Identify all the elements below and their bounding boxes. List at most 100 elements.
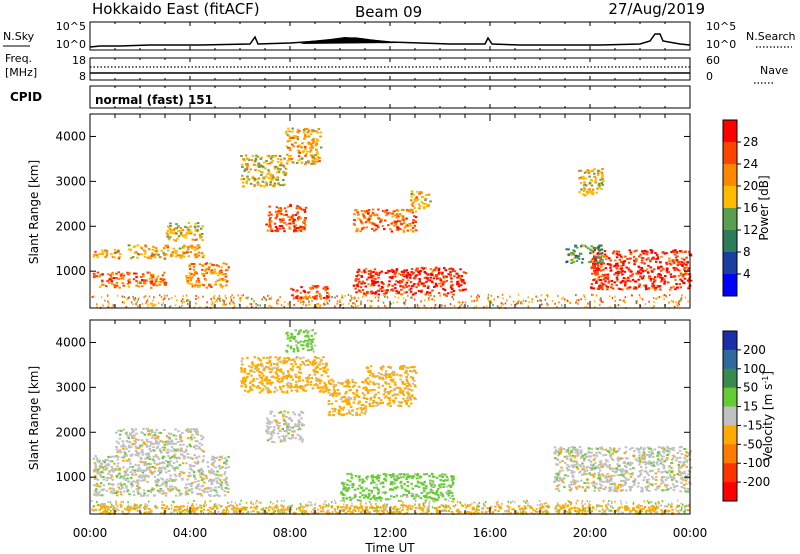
power-region-12 bbox=[578, 168, 605, 197]
velocity-marks bbox=[90, 329, 693, 516]
velocity-colorbar: 200 100 50 15 -15 -50 -100 -200 Velocity [m s-1… bbox=[722, 330, 775, 502]
power-colorbar-swatch bbox=[723, 252, 737, 275]
velocity-ytick-label: 1000 bbox=[55, 470, 86, 484]
velocity-ytick-label: 4000 bbox=[55, 335, 86, 349]
power-ytick-label: 3000 bbox=[55, 174, 86, 188]
velocity-colorbar-label: Velocity [m s-1] bbox=[761, 371, 775, 461]
power-region-2 bbox=[127, 244, 205, 260]
power-region-1 bbox=[92, 248, 122, 260]
power-region-0 bbox=[92, 271, 168, 289]
x-tick-label: 00:00 bbox=[673, 526, 708, 540]
velocity-region-3 bbox=[285, 329, 317, 353]
velocity-colorbar-swatch bbox=[723, 387, 737, 407]
velocity-colorbar-swatch bbox=[723, 425, 737, 445]
velocity-region-2 bbox=[240, 356, 330, 394]
velocity-colorbar-swatch bbox=[723, 482, 737, 502]
x-tick-label: 08:00 bbox=[273, 526, 308, 540]
velocity-region-6 bbox=[365, 364, 418, 408]
date-label: 27/Aug/2019 bbox=[608, 0, 705, 18]
power-colorbar-swatch bbox=[723, 208, 737, 231]
power-ytick-label: 4000 bbox=[55, 129, 86, 143]
velocity-colorbar-tick: -200 bbox=[743, 475, 770, 489]
power-plot-bg bbox=[90, 114, 690, 308]
power-region-3 bbox=[165, 221, 204, 242]
power-region-9 bbox=[352, 266, 468, 296]
power-region-6 bbox=[285, 127, 323, 166]
power-region-4 bbox=[185, 262, 230, 289]
power-xticks bbox=[89, 114, 691, 308]
power-region-14 bbox=[565, 244, 605, 264]
power-panel: 1000 2000 3000 4000 Slant Range [km] bbox=[27, 113, 693, 310]
nsearch-label: N.Search bbox=[746, 30, 796, 43]
x-tick-label: 00:00 bbox=[73, 526, 108, 540]
power-region-11 bbox=[410, 190, 432, 210]
power-colorbar-tick: 28 bbox=[743, 135, 758, 149]
freq-panel: Freq. [MHz] 18 8 60 0 Nave bbox=[5, 52, 788, 84]
power-colorbar-swatch bbox=[723, 186, 737, 209]
velocity-ytick-label: 2000 bbox=[55, 425, 86, 439]
power-ytick-label: 2000 bbox=[55, 219, 86, 233]
velocity-region-4 bbox=[265, 410, 305, 444]
freq-tick-top: 18 bbox=[72, 54, 86, 67]
velocity-region-8 bbox=[553, 445, 693, 493]
freq-tick-bottom: 8 bbox=[79, 70, 86, 83]
power-colorbar-tick: 16 bbox=[743, 201, 758, 215]
nsky-fill bbox=[300, 37, 400, 44]
freq-label-1: Freq. bbox=[5, 52, 32, 65]
velocity-colorbar-swatch bbox=[723, 331, 737, 351]
velocity-region-0 bbox=[92, 454, 230, 497]
velocity-xticks bbox=[89, 320, 691, 514]
power-ytick-label: 1000 bbox=[55, 264, 86, 278]
power-colorbar-swatch bbox=[723, 164, 737, 187]
power-colorbar: 28 24 20 16 12 8 4 Power [dB] bbox=[722, 119, 771, 297]
beam-label: Beam 09 bbox=[355, 3, 422, 21]
nsearch-tick-top: 10^5 bbox=[706, 20, 736, 33]
power-ylabel: Slant Range [km] bbox=[27, 160, 41, 264]
power-region-5 bbox=[240, 154, 288, 188]
power-marks bbox=[91, 127, 693, 310]
velocity-colorbar-swatch bbox=[723, 463, 737, 483]
power-colorbar-tick: 24 bbox=[743, 157, 758, 171]
velocity-colorbar-tick: -100 bbox=[743, 456, 770, 470]
x-tick-label: 20:00 bbox=[573, 526, 608, 540]
velocity-colorbar-swatch bbox=[723, 406, 737, 426]
power-colorbar-tick: 8 bbox=[743, 245, 751, 259]
cpid-program: normal (fast) 151 bbox=[95, 93, 213, 107]
power-colorbar-label: Power [dB] bbox=[757, 175, 771, 240]
cpid-label: CPID bbox=[10, 90, 42, 104]
nsky-trace bbox=[89, 33, 691, 48]
velocity-colorbar-tick: 100 bbox=[743, 362, 766, 376]
velocity-plot-bg bbox=[90, 320, 690, 514]
cpid-panel: CPID normal (fast) 151 bbox=[10, 85, 691, 109]
x-tick-label: 04:00 bbox=[173, 526, 208, 540]
nsky-label: N.Sky bbox=[3, 30, 35, 43]
x-axis-label: Time UT bbox=[364, 541, 415, 554]
power-colorbar-tick: 20 bbox=[743, 179, 758, 193]
freq-label-2: [MHz] bbox=[5, 66, 37, 79]
velocity-colorbar-tick: 50 bbox=[743, 381, 758, 395]
power-yticks: 1000 2000 3000 4000 bbox=[55, 129, 690, 278]
power-colorbar-tick: 4 bbox=[743, 267, 751, 281]
velocity-colorbar-tick: -50 bbox=[743, 437, 763, 451]
power-near-range-speckle bbox=[91, 293, 689, 310]
power-colorbar-swatch bbox=[723, 120, 737, 143]
nsky-tick-bottom: 10^0 bbox=[56, 38, 86, 51]
x-tick-labels: 00:00 04:00 08:00 12:00 16:00 20:00 00:00 bbox=[73, 526, 708, 540]
velocity-colorbar-swatch bbox=[723, 368, 737, 388]
power-colorbar-swatch bbox=[723, 230, 737, 253]
velocity-colorbar-tick: -15 bbox=[743, 418, 763, 432]
nsky-panel: N.Sky 10^5 10^0 10^5 10^0 N.Search bbox=[3, 20, 796, 51]
station-title: Hokkaido East (fitACF) bbox=[92, 0, 260, 18]
nave-label: Nave bbox=[760, 64, 788, 77]
velocity-region-5 bbox=[327, 378, 368, 417]
power-colorbar-swatch bbox=[723, 142, 737, 165]
power-colorbar-tick: 12 bbox=[743, 223, 758, 237]
velocity-ylabel: Slant Range [km] bbox=[27, 366, 41, 470]
velocity-colorbar-tick: 15 bbox=[743, 400, 758, 414]
power-region-10 bbox=[352, 208, 418, 233]
power-colorbar-swatch bbox=[723, 274, 737, 297]
x-tick-label: 16:00 bbox=[473, 526, 508, 540]
power-region-13 bbox=[590, 248, 693, 291]
nsearch-tick-bottom: 10^0 bbox=[706, 38, 736, 51]
